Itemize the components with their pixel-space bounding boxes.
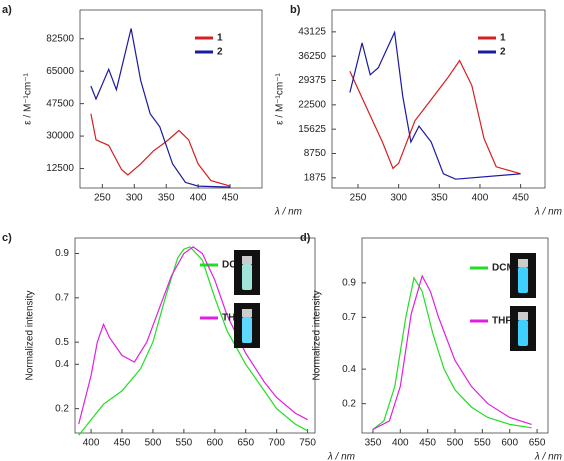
- x-tick-label: 600: [501, 438, 518, 449]
- panel-label: d): [300, 232, 311, 244]
- y-tick-label: 0.9: [55, 248, 69, 259]
- series-line: [78, 246, 308, 436]
- x-tick-label: 300: [126, 193, 143, 204]
- x-tick-label: 650: [529, 438, 546, 449]
- y-tick-label: 0.2: [342, 398, 356, 409]
- panel-label: a): [2, 4, 12, 16]
- y-axis-label: ε / M⁻¹cm⁻¹: [275, 72, 286, 124]
- series-line: [90, 113, 231, 187]
- y-tick-label: 0.4: [55, 359, 69, 370]
- legend-label: DCM: [492, 263, 515, 274]
- x-tick-label: 650: [237, 438, 254, 449]
- legend-label: THF: [492, 316, 511, 327]
- x-tick-label: 250: [94, 193, 111, 204]
- series-line: [349, 30, 521, 180]
- series-line: [372, 276, 532, 430]
- vial-cap: [518, 259, 528, 267]
- y-tick-label: 0.9: [342, 278, 356, 289]
- vial-body: [242, 264, 252, 290]
- x-axis-label: λ / nm: [274, 207, 302, 218]
- y-tick-label: 0.7: [55, 292, 69, 303]
- panel-label: b): [290, 4, 301, 16]
- x-tick-label: 400: [392, 438, 409, 449]
- series-line: [78, 246, 308, 425]
- series-line: [90, 28, 231, 188]
- vial-cap: [242, 256, 252, 264]
- vial-body: [518, 267, 528, 293]
- x-tick-label: 450: [512, 193, 529, 204]
- y-tick-label: 15625: [298, 124, 326, 135]
- series-line: [349, 59, 521, 175]
- y-tick-label: 47500: [46, 98, 74, 109]
- x-tick-label: 500: [145, 438, 162, 449]
- series-line: [372, 274, 532, 431]
- x-tick-label: 600: [206, 438, 223, 449]
- x-tick-label: 350: [365, 438, 382, 449]
- y-tick-label: 12500: [46, 163, 74, 174]
- legend-label: 1: [217, 33, 223, 44]
- x-tick-label: 450: [222, 193, 239, 204]
- x-axis-label: λ / nm: [327, 452, 355, 461]
- x-tick-label: 500: [447, 438, 464, 449]
- vial-body: [242, 317, 252, 343]
- x-tick-label: 700: [268, 438, 285, 449]
- y-tick-label: 0.5: [55, 337, 69, 348]
- x-tick-label: 250: [350, 193, 367, 204]
- x-tick-label: 300: [390, 193, 407, 204]
- plot-frame: [331, 9, 546, 189]
- y-tick-label: 36250: [298, 51, 326, 62]
- x-tick-label: 400: [190, 193, 207, 204]
- y-tick-label: 30000: [46, 131, 74, 142]
- y-tick-label: 29375: [298, 75, 326, 86]
- x-tick-label: 400: [83, 438, 100, 449]
- y-tick-label: 0.4: [342, 364, 356, 375]
- x-tick-label: 450: [419, 438, 436, 449]
- y-tick-label: 0.7: [342, 312, 356, 323]
- y-tick-label: 43125: [298, 26, 326, 37]
- y-axis-label: Normalized intensity: [25, 290, 36, 380]
- x-tick-label: 350: [158, 193, 175, 204]
- legend-label: 2: [500, 47, 506, 58]
- vial-cap: [518, 312, 528, 320]
- y-tick-label: 22500: [298, 99, 326, 110]
- x-axis-label: λ / nm: [534, 207, 562, 218]
- y-tick-label: 0.2: [55, 403, 69, 414]
- vial-cap: [242, 309, 252, 317]
- vial-body: [518, 320, 528, 346]
- x-tick-label: 750: [299, 438, 316, 449]
- plot-frame: [74, 237, 316, 434]
- y-tick-label: 8750: [304, 148, 327, 159]
- x-tick-label: 550: [474, 438, 491, 449]
- x-tick-label: 400: [472, 193, 489, 204]
- legend-label: THF: [222, 313, 241, 324]
- legend-label: 1: [500, 33, 506, 44]
- x-tick-label: 350: [431, 193, 448, 204]
- y-tick-label: 82500: [46, 33, 74, 44]
- x-tick-label: 450: [114, 438, 131, 449]
- legend-label: DCM: [222, 260, 245, 271]
- legend-label: 2: [217, 47, 223, 58]
- y-axis-label: Normalized intensity: [312, 290, 323, 380]
- y-tick-label: 65000: [46, 66, 74, 77]
- y-tick-label: 1875: [304, 172, 327, 183]
- plot-frame: [79, 9, 263, 189]
- y-axis-label: ε / M⁻¹cm⁻¹: [23, 72, 34, 124]
- panel-label: c): [2, 232, 12, 244]
- x-axis-label: λ / nm: [534, 452, 562, 461]
- x-tick-label: 550: [176, 438, 193, 449]
